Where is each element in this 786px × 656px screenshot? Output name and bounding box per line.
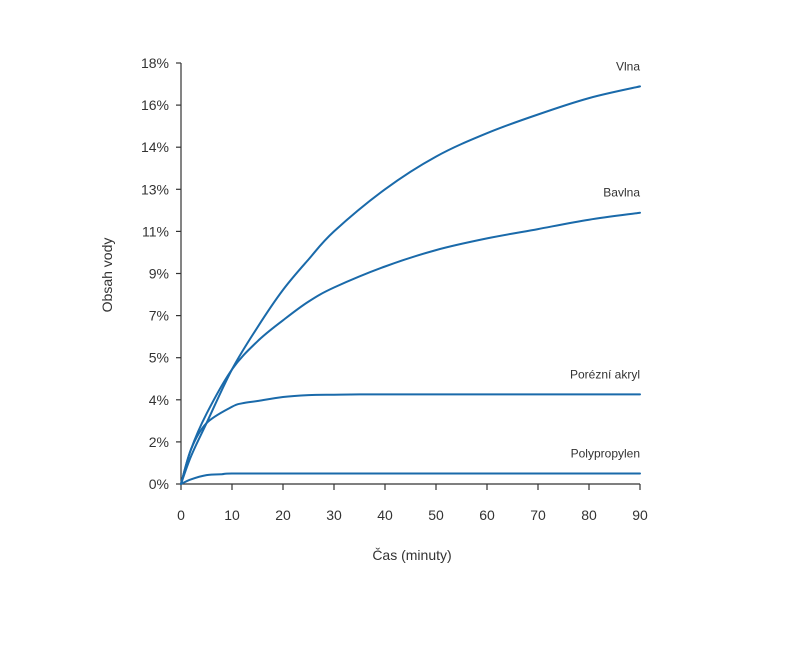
series-lines [180, 85, 641, 485]
series-label-bavlna: Bavlna [603, 186, 640, 200]
x-tick-label: 30 [326, 507, 342, 523]
y-tick-label: 13% [141, 181, 169, 197]
y-tick-label: 2% [149, 434, 169, 450]
x-tick-label: 40 [377, 507, 393, 523]
y-tick-label: 9% [149, 266, 169, 282]
x-tick-label: 60 [479, 507, 495, 523]
x-tick-label: 20 [275, 507, 291, 523]
y-ticks: 0% 2% 4% 5% 7% 9% 11% 13% 14% 16% 18% [141, 55, 181, 492]
y-tick-label: 4% [149, 392, 169, 408]
series-line-vlna [180, 85, 641, 485]
x-ticks: 0 10 20 30 40 50 60 70 80 90 [177, 484, 648, 523]
axes [180, 63, 640, 485]
y-tick-label: 11% [142, 223, 169, 239]
x-tick-label: 80 [581, 507, 597, 523]
y-axis-title: Obsah vody [99, 238, 115, 313]
y-tick-label: 0% [149, 476, 169, 492]
x-tick-label: 50 [428, 507, 444, 523]
series-line-polypropylen [180, 472, 641, 485]
series-label-vlna: Vlna [616, 59, 640, 73]
x-tick-label: 90 [632, 507, 648, 523]
x-tick-label: 10 [224, 507, 240, 523]
y-tick-label: 18% [141, 55, 169, 71]
series-label-polypropylen: Polypropylen [571, 446, 640, 460]
x-tick-label: 70 [530, 507, 546, 523]
x-axis-title: Čas (minuty) [372, 547, 451, 563]
y-tick-label: 7% [149, 308, 169, 324]
series-line-bavlna [180, 211, 641, 485]
series-labels: Vlna Bavlna Porézní akryl Polypropylen [570, 59, 640, 460]
y-tick-label: 5% [149, 350, 169, 366]
x-tick-label: 0 [177, 507, 185, 523]
y-tick-label: 16% [141, 97, 169, 113]
series-line-porezni-akryl [180, 393, 641, 485]
series-label-porezni-akryl: Porézní akryl [570, 367, 640, 381]
y-tick-label: 14% [141, 139, 169, 155]
